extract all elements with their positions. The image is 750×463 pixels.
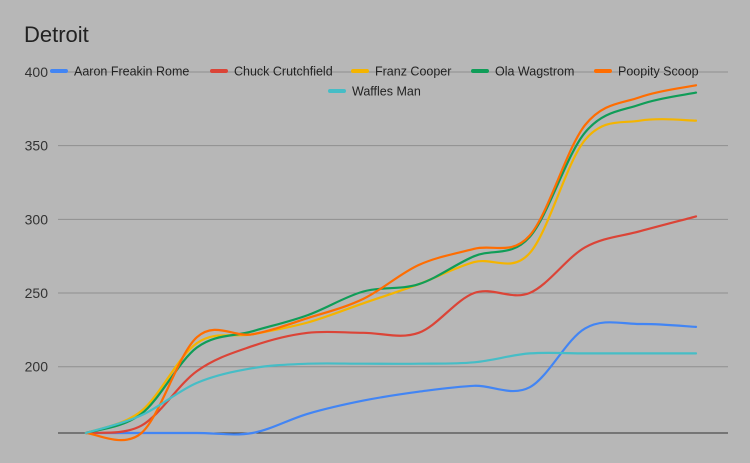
- y-tick-label: 300: [25, 211, 49, 227]
- y-tick-label: 250: [25, 285, 49, 301]
- series-line-chuck-crutchfield: [84, 215, 698, 435]
- legend-label: Franz Cooper: [375, 65, 451, 79]
- y-tick-label: 400: [25, 64, 49, 80]
- legend-item-waffles-man: Waffles Man: [328, 85, 421, 99]
- y-tick-label: 350: [25, 138, 49, 154]
- grid-layer: 200 250 300 350 400: [25, 64, 728, 434]
- legend: Aaron Freakin Rome Chuck Crutchfield Franz…: [50, 65, 699, 99]
- chart-title: Detroit: [24, 22, 89, 47]
- series-line-franz-cooper: [84, 118, 698, 435]
- legend-label: Ola Wagstrom: [495, 65, 574, 79]
- series-line-ola-wagstrom: [84, 91, 698, 435]
- legend-label: Aaron Freakin Rome: [74, 65, 189, 79]
- series-line-waffles-man: [84, 351, 698, 435]
- series-line-aaron-freakin-rome: [84, 321, 698, 436]
- y-tick-label: 200: [25, 359, 49, 375]
- legend-item-poopity-scoop: Poopity Scoop: [594, 65, 699, 79]
- series-layer: [84, 84, 698, 442]
- legend-label: Waffles Man: [352, 85, 421, 99]
- legend-label: Poopity Scoop: [618, 65, 699, 79]
- legend-item-aaron-freakin-rome: Aaron Freakin Rome: [50, 65, 189, 79]
- legend-label: Chuck Crutchfield: [234, 65, 333, 79]
- legend-item-chuck-crutchfield: Chuck Crutchfield: [210, 65, 333, 79]
- legend-item-ola-wagstrom: Ola Wagstrom: [471, 65, 574, 79]
- legend-item-franz-cooper: Franz Cooper: [351, 65, 451, 79]
- series-line-poopity-scoop: [84, 84, 698, 442]
